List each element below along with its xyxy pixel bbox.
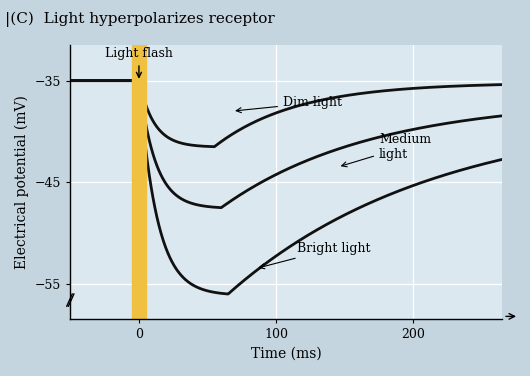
Bar [132, 45, 146, 320]
Text: Bright light: Bright light [259, 242, 370, 269]
Y-axis label: Electrical potential (mV): Electrical potential (mV) [15, 95, 29, 269]
Text: Light flash: Light flash [105, 47, 173, 77]
Text: Dim light: Dim light [236, 97, 342, 113]
Text: |(C)  Light hyperpolarizes receptor: |(C) Light hyperpolarizes receptor [5, 11, 275, 27]
Text: Medium
light: Medium light [342, 133, 431, 167]
X-axis label: Time (ms): Time (ms) [251, 347, 322, 361]
